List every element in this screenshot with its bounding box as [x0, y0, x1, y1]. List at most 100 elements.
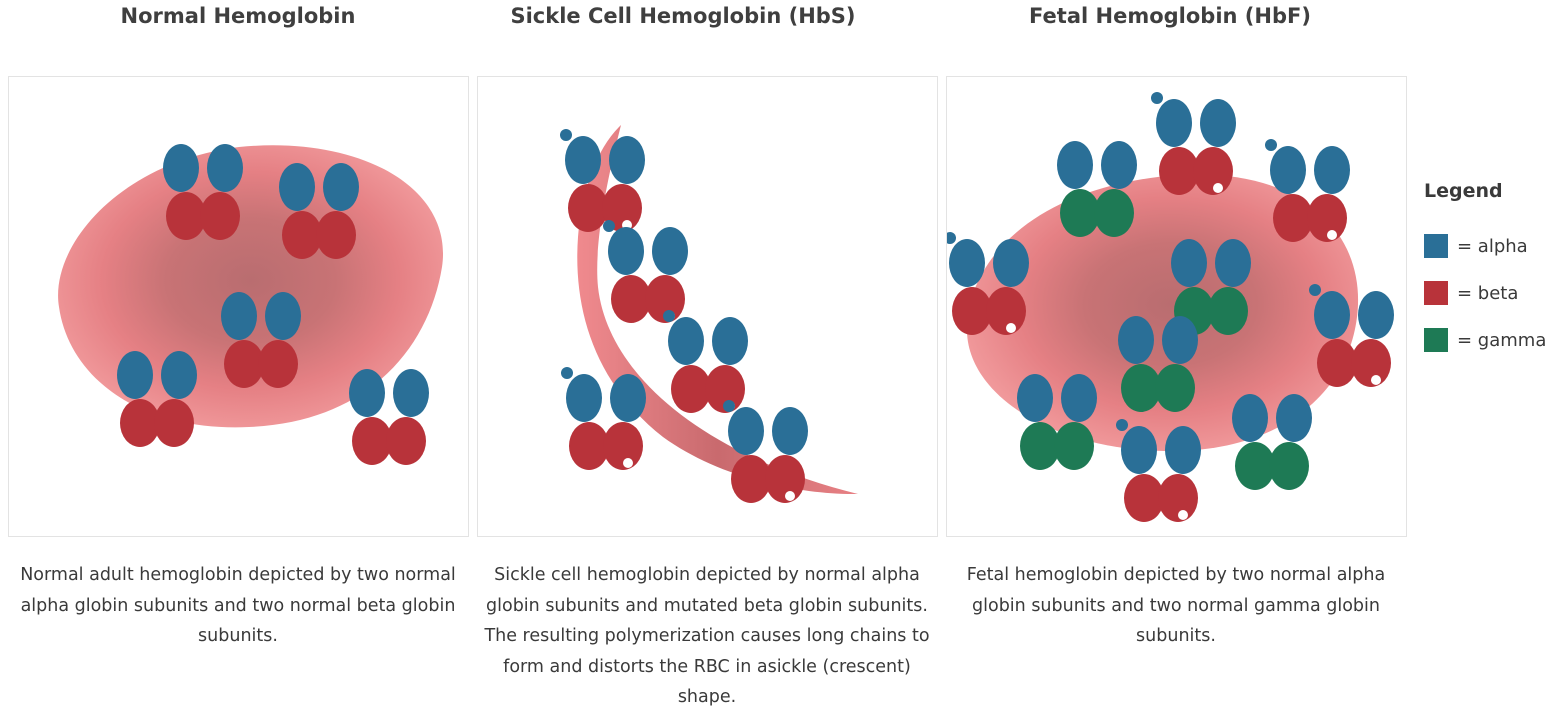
alpha-binding-knob [947, 232, 956, 244]
beta-subunit [645, 275, 685, 323]
alpha-subunit [609, 136, 645, 184]
alpha-subunit [949, 239, 985, 287]
alpha-subunit [1232, 394, 1268, 442]
alpha-subunit [1057, 141, 1093, 189]
legend-label-gamma: = gamma [1457, 329, 1547, 351]
alpha-binding-knob [1116, 419, 1128, 431]
sickle-hemoglobin-molecule [1151, 92, 1236, 195]
beta-subunit [154, 399, 194, 447]
alpha-subunit [323, 163, 359, 211]
beta-subunit [316, 211, 356, 259]
beta-subunit [568, 184, 608, 232]
hemoglobin-molecule [163, 144, 243, 240]
caption-normal: Normal adult hemoglobin depicted by two … [20, 565, 456, 646]
hemoglobin-molecule [221, 292, 301, 388]
caption-fetal: Fetal hemoglobin depicted by two normal … [966, 565, 1386, 646]
beta-subunit [952, 287, 992, 335]
beta-subunit [611, 275, 651, 323]
beta-subunit [166, 192, 206, 240]
mutation-notch [1006, 323, 1016, 333]
panel-title-normal: Normal Hemoglobin [120, 4, 356, 28]
normal-rbc-illustration [58, 144, 444, 465]
beta-subunit [1307, 194, 1347, 242]
beta-subunit [1159, 147, 1199, 195]
legend-label-beta: = beta [1457, 282, 1519, 304]
hemoglobin-molecule [279, 163, 359, 259]
alpha-subunit [993, 239, 1029, 287]
beta-swatch [1424, 281, 1448, 305]
alpha-binding-knob [663, 310, 675, 322]
alpha-subunit [610, 374, 646, 422]
sickle-hemoglobin-molecule [1265, 139, 1350, 242]
panel-title-fetal: Fetal Hemoglobin (HbF) [1029, 4, 1311, 28]
alpha-subunit [207, 144, 243, 192]
sickle-hemoglobin-molecule [947, 232, 1029, 335]
beta-subunit [602, 184, 642, 232]
beta-subunit [200, 192, 240, 240]
alpha-binding-knob [1309, 284, 1321, 296]
legend-title: Legend [1424, 180, 1503, 202]
beta-subunit [1124, 474, 1164, 522]
alpha-subunit [668, 317, 704, 365]
beta-subunit [1273, 194, 1313, 242]
alpha-subunit [117, 351, 153, 399]
gamma-subunit [1269, 442, 1309, 490]
gamma-subunit [1121, 364, 1161, 412]
alpha-binding-knob [1151, 92, 1163, 104]
beta-subunit [986, 287, 1026, 335]
alpha-subunit [221, 292, 257, 340]
alpha-binding-knob [723, 400, 735, 412]
gamma-swatch [1424, 328, 1448, 352]
legend-item-alpha: = alpha [1424, 234, 1546, 258]
gamma-subunit [1094, 189, 1134, 237]
hemoglobin-molecule [349, 369, 429, 465]
alpha-subunit [1162, 316, 1198, 364]
alpha-subunit [1276, 394, 1312, 442]
alpha-subunit [1314, 146, 1350, 194]
alpha-subunit [265, 292, 301, 340]
beta-subunit [224, 340, 264, 388]
beta-subunit [603, 422, 643, 470]
fetal-rbc-illustration [947, 92, 1394, 522]
beta-subunit [386, 417, 426, 465]
sickle-hemoglobin-molecule [561, 367, 646, 470]
beta-subunit [282, 211, 322, 259]
gamma-subunit [1060, 189, 1100, 237]
alpha-subunit [566, 374, 602, 422]
legend-item-gamma: = gamma [1424, 328, 1546, 352]
fetal-hemoglobin-molecule [1171, 239, 1251, 335]
gamma-subunit [1208, 287, 1248, 335]
alpha-subunit [279, 163, 315, 211]
beta-subunit [1317, 339, 1357, 387]
alpha-subunit [1156, 99, 1192, 147]
alpha-subunit [1121, 426, 1157, 474]
alpha-binding-knob [561, 367, 573, 379]
sickle-hemoglobin-molecule [723, 400, 808, 503]
beta-subunit [352, 417, 392, 465]
beta-subunit [258, 340, 298, 388]
alpha-binding-knob [560, 129, 572, 141]
sickle-hemoglobin-panel [477, 76, 938, 537]
beta-subunit [1158, 474, 1198, 522]
beta-subunit [705, 365, 745, 413]
beta-subunit [1351, 339, 1391, 387]
red-blood-cell [966, 174, 1359, 452]
gamma-subunit [1054, 422, 1094, 470]
alpha-subunit [1165, 426, 1201, 474]
beta-subunit [731, 455, 771, 503]
beta-subunit [671, 365, 711, 413]
fetal-hemoglobin-molecule [1118, 316, 1198, 412]
alpha-subunit [712, 317, 748, 365]
alpha-subunit [1118, 316, 1154, 364]
gamma-subunit [1155, 364, 1195, 412]
caption-sickle: Sickle cell hemoglobin depicted by norma… [484, 565, 930, 707]
legend-label-alpha: = alpha [1457, 235, 1528, 257]
fetal-hemoglobin-molecule [1057, 141, 1137, 237]
sickle-rbc-illustration [560, 125, 858, 503]
mutation-notch [1178, 510, 1188, 520]
alpha-subunit [608, 227, 644, 275]
alpha-subunit [1061, 374, 1097, 422]
normal-hemoglobin-panel [8, 76, 469, 537]
alpha-subunit [1358, 291, 1394, 339]
sickle-hemoglobin-molecule [1309, 284, 1394, 387]
